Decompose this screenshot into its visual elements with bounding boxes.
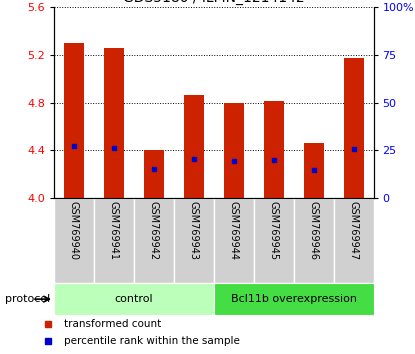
Bar bbox=[54, 283, 214, 315]
Bar bbox=[94, 198, 134, 283]
Bar bbox=[54, 198, 94, 283]
Text: Bcl11b overexpression: Bcl11b overexpression bbox=[231, 294, 356, 304]
Bar bbox=[294, 198, 334, 283]
Text: control: control bbox=[115, 294, 153, 304]
Bar bbox=[134, 198, 174, 283]
Bar bbox=[184, 96, 204, 198]
Bar bbox=[344, 58, 364, 198]
Text: GSM769946: GSM769946 bbox=[309, 201, 319, 260]
Text: GSM769942: GSM769942 bbox=[149, 201, 159, 260]
Bar bbox=[104, 48, 124, 198]
Bar bbox=[224, 103, 244, 198]
Bar bbox=[334, 198, 374, 283]
Text: GSM769943: GSM769943 bbox=[189, 201, 199, 260]
Bar bbox=[174, 198, 214, 283]
Text: GSM769947: GSM769947 bbox=[349, 201, 359, 260]
Bar bbox=[144, 150, 164, 198]
Text: transformed count: transformed count bbox=[64, 319, 161, 329]
Text: percentile rank within the sample: percentile rank within the sample bbox=[64, 336, 239, 346]
Bar bbox=[254, 198, 294, 283]
Bar bbox=[264, 102, 283, 198]
Text: GSM769944: GSM769944 bbox=[229, 201, 239, 260]
Bar bbox=[214, 198, 254, 283]
Text: GSM769940: GSM769940 bbox=[69, 201, 79, 260]
Bar bbox=[214, 283, 374, 315]
Bar bbox=[64, 43, 84, 198]
Bar bbox=[304, 143, 324, 198]
Title: GDS5180 / ILMN_1214142: GDS5180 / ILMN_1214142 bbox=[123, 0, 305, 5]
Text: GSM769941: GSM769941 bbox=[109, 201, 119, 260]
Text: protocol: protocol bbox=[5, 294, 50, 304]
Text: GSM769945: GSM769945 bbox=[269, 201, 278, 260]
